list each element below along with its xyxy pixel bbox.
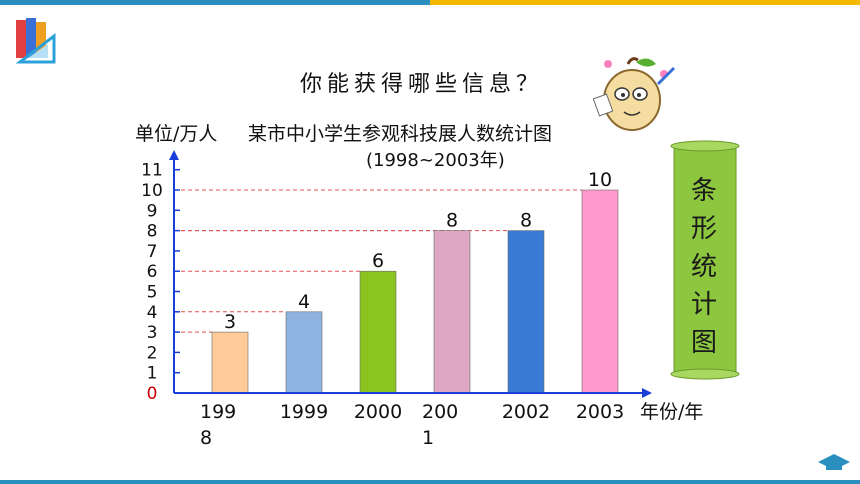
- y-tick-label: 10: [141, 181, 163, 201]
- x-tick-label: 2003: [576, 401, 624, 423]
- banner-char: 条: [690, 176, 717, 206]
- value-label: 6: [372, 250, 384, 272]
- value-label: 4: [298, 291, 310, 313]
- y-tick-label: 4: [147, 303, 158, 323]
- x-axis-arrow-icon: [642, 388, 652, 398]
- books-logo-icon: [15, 18, 56, 64]
- question-heading: 你能获得哪些信息？: [300, 72, 544, 97]
- x-tick-label: 8: [200, 427, 212, 449]
- apple-mascot-icon: [592, 57, 676, 131]
- y-tick-label: 6: [147, 262, 158, 282]
- bottom-bar: [0, 480, 860, 484]
- banner-char: 计: [690, 290, 717, 320]
- bar-1999: [285, 311, 323, 394]
- value-label: 10: [588, 169, 612, 191]
- chart-subtitle: (1998~2003年): [366, 150, 505, 171]
- x-tick-label: 1999: [280, 401, 328, 423]
- bar-2002: [507, 230, 545, 394]
- bar-1998: [211, 331, 249, 394]
- value-label: 8: [446, 210, 458, 232]
- x-tick-label: 2000: [354, 401, 402, 423]
- value-label: 8: [520, 210, 532, 232]
- y-tick-label: 9: [147, 201, 158, 221]
- graduation-cap-icon: [818, 454, 850, 470]
- banner-char: 图: [690, 328, 717, 358]
- x-axis-unit-label: 年份/年: [640, 401, 703, 423]
- y-tick-label: 11: [141, 161, 163, 181]
- y-tick-label: 3: [147, 323, 158, 343]
- y-tick-label: 0: [147, 384, 158, 404]
- value-label: 3: [224, 311, 236, 333]
- bar-2003: [581, 189, 619, 394]
- x-tick-label: 1: [422, 427, 434, 449]
- y-axis-arrow-icon: [169, 150, 179, 160]
- banner-char: 形: [690, 214, 717, 244]
- side-banner-scroll: [670, 140, 740, 380]
- bar-2001: [433, 230, 471, 394]
- banner-char: 统: [690, 252, 717, 282]
- y-tick-label: 1: [147, 364, 158, 384]
- bar-2000: [359, 270, 397, 394]
- y-tick-label: 2: [147, 343, 158, 363]
- side-banner-text: 条 形 统 计 图: [686, 172, 722, 362]
- top-bar-left: [0, 0, 430, 5]
- y-tick-label: 8: [147, 222, 158, 242]
- chart-title: 某市中小学生参观科技展人数统计图: [248, 123, 552, 145]
- y-tick-label: 7: [147, 242, 158, 262]
- top-bar-right: [430, 0, 860, 5]
- x-tick-label: 2002: [502, 401, 550, 423]
- x-tick-label: 200: [422, 401, 458, 423]
- y-tick-label: 5: [147, 283, 158, 303]
- x-tick-label: 199: [200, 401, 236, 423]
- y-axis-unit-label: 单位/万人: [135, 123, 217, 145]
